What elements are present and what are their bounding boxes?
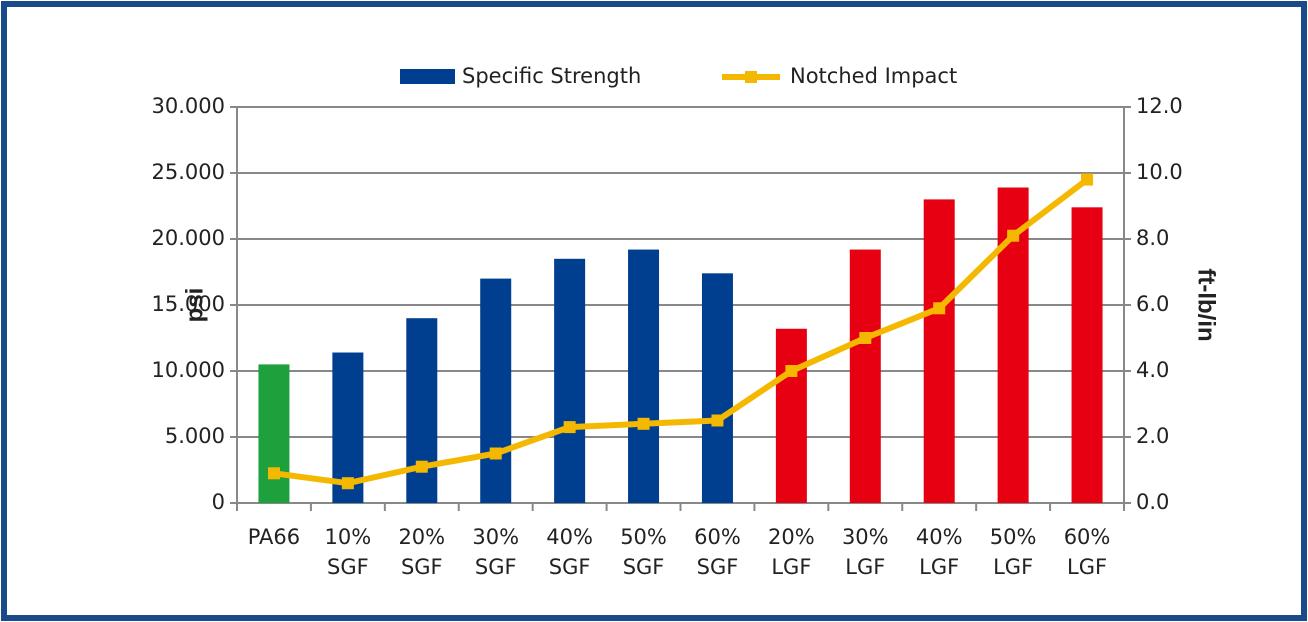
y2-tick-label: 2.0 xyxy=(1136,424,1169,448)
y2-tick-label: 6.0 xyxy=(1136,292,1169,316)
x-tick-label: 60% SGF xyxy=(694,525,741,579)
x-tick-label: 10% SGF xyxy=(325,525,372,579)
x-tick-label: 30% SGF xyxy=(472,525,519,579)
legend-label: Specific Strength xyxy=(462,64,641,88)
y-tick-label: 25.000 xyxy=(152,160,225,184)
x-tick-label: 50% LGF xyxy=(990,525,1037,579)
x-tick-label: 20% LGF xyxy=(768,525,815,579)
marker xyxy=(711,414,724,427)
x-tick-label: 40% SGF xyxy=(546,525,593,579)
marker xyxy=(785,365,798,377)
legend-swatch xyxy=(400,69,455,84)
marker xyxy=(859,332,872,344)
y2-tick-label: 8.0 xyxy=(1136,226,1169,250)
y2-axis-label: ft-lb/in xyxy=(1193,268,1220,341)
bar xyxy=(406,318,438,503)
bar xyxy=(775,328,807,503)
marker xyxy=(341,477,354,490)
y-tick-label: 5.000 xyxy=(165,424,225,448)
x-tick-label: PA66 xyxy=(248,525,300,549)
marker xyxy=(267,467,280,480)
y-tick-label: 15.000 xyxy=(152,292,225,316)
bar xyxy=(480,278,512,503)
y2-tick-label: 12.0 xyxy=(1136,94,1183,118)
marker xyxy=(637,417,650,430)
bar xyxy=(1071,207,1103,503)
y-tick-label: 20.000 xyxy=(152,226,225,250)
y-axis-label: psi xyxy=(181,288,208,323)
x-tick-label: 50% SGF xyxy=(620,525,667,579)
marker xyxy=(489,447,502,460)
y2-tick-label: 4.0 xyxy=(1136,358,1169,382)
y-tick-label: 10.000 xyxy=(152,358,225,382)
y-tick-label: 0 xyxy=(212,490,225,514)
x-tick-label: 20% SGF xyxy=(398,525,445,579)
marker xyxy=(415,460,428,473)
y-tick-label: 30.000 xyxy=(152,94,225,118)
marker xyxy=(1081,173,1094,186)
x-tick-label: 60% LGF xyxy=(1064,525,1111,579)
bar xyxy=(258,364,290,503)
bar xyxy=(701,273,733,503)
legend-swatch xyxy=(745,71,757,83)
y2-tick-label: 0.0 xyxy=(1136,490,1169,514)
line xyxy=(273,177,1089,487)
legend-label: Notched Impact xyxy=(790,64,957,88)
marker xyxy=(1007,229,1020,242)
x-tick-label: 40% LGF xyxy=(916,525,963,579)
marker xyxy=(563,421,576,434)
marker xyxy=(933,302,946,315)
bar xyxy=(849,249,881,503)
bar xyxy=(923,199,955,503)
bar xyxy=(554,258,586,503)
bar xyxy=(628,249,660,503)
y2-tick-label: 10.0 xyxy=(1136,160,1183,184)
x-tick-label: 30% LGF xyxy=(842,525,889,579)
